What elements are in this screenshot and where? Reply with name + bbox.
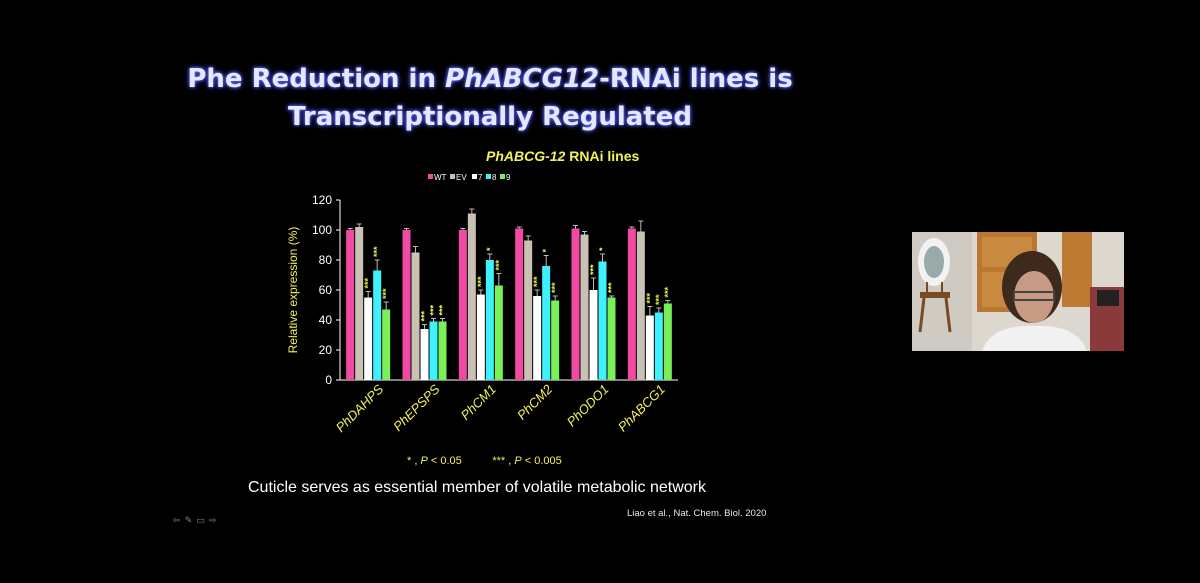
legend-swatch-8 xyxy=(486,174,491,179)
significance-label: *** xyxy=(532,276,542,287)
significance-label: *** xyxy=(429,304,439,315)
bar-PhABCG1-7 xyxy=(645,315,654,380)
bar-PhDAHPS-8 xyxy=(373,270,382,380)
significance-label: * xyxy=(598,247,608,251)
significance-label: * xyxy=(541,249,551,253)
bar-PhCM1-9 xyxy=(494,285,503,380)
bar-PhCM1-EV xyxy=(467,213,476,380)
bar-chart: 0 20 40 60 80 100 120 Relative expression (%) WT… xyxy=(286,173,678,435)
significance-footnote: * , P < 0.05 *** , P < 0.005 xyxy=(407,455,562,467)
legend-swatch-WT xyxy=(428,174,433,179)
bar-PhCM2-8 xyxy=(542,266,551,380)
legend-label-8: 8 xyxy=(492,173,497,182)
significance-label: *** xyxy=(645,292,655,303)
y-tick-label: 40 xyxy=(319,313,333,327)
x-tick-label-PhABCG1: PhABCG1 xyxy=(615,382,668,435)
significance-label: *** xyxy=(438,304,448,315)
significance-label: *** xyxy=(589,264,599,275)
significance-label: *** xyxy=(607,282,617,293)
significance-label: *** xyxy=(663,286,673,297)
bar-PhCM1-8 xyxy=(485,260,494,380)
legend-label-WT: WT xyxy=(434,173,447,182)
bar-PhEPSPS-7 xyxy=(420,329,429,380)
bar-PhABCG1-EV xyxy=(636,231,645,380)
presenter-video-icon xyxy=(912,232,1124,351)
menu-icon[interactable]: ▭ xyxy=(196,516,205,526)
x-tick-label-PhCM2: PhCM2 xyxy=(514,381,556,423)
slide-title-line-1: Phe Reduction in PhABCG12-RNAi lines is xyxy=(187,64,793,94)
slide-caption: Cuticle serves as essential member of vo… xyxy=(248,479,706,496)
bar-PhEPSPS-WT xyxy=(402,230,411,380)
y-tick-label: 120 xyxy=(312,193,332,207)
pen-icon[interactable]: ✎ xyxy=(184,516,193,526)
y-tick-label: 100 xyxy=(312,223,332,237)
bar-PhABCG1-8 xyxy=(654,312,663,380)
bar-PhCM2-7 xyxy=(533,296,542,380)
bar-PhODO1-9 xyxy=(607,297,616,380)
legend-label-7: 7 xyxy=(478,173,483,182)
x-tick-label-PhEPSPS: PhEPSPS xyxy=(390,381,443,434)
bar-PhCM1-7 xyxy=(476,294,485,380)
bar-PhODO1-EV xyxy=(580,234,589,380)
bar-PhDAHPS-WT xyxy=(346,230,355,380)
bar-PhCM2-EV xyxy=(524,240,533,380)
significance-label: *** xyxy=(494,259,504,270)
x-tick-label-PhDAHPS: PhDAHPS xyxy=(333,381,387,435)
significance-label: *** xyxy=(654,294,664,305)
citation: Liao et al., Nat. Chem. Biol. 2020 xyxy=(627,508,767,519)
significance-label: * xyxy=(485,247,495,251)
significance-label: *** xyxy=(550,282,560,293)
x-tick-label-PhCM1: PhCM1 xyxy=(458,382,499,423)
prev-arrow-icon[interactable]: ⇦ xyxy=(172,516,181,526)
legend-label-9: 9 xyxy=(506,173,511,182)
bar-PhEPSPS-8 xyxy=(429,321,438,380)
bar-PhABCG1-WT xyxy=(627,228,636,380)
bar-PhODO1-WT xyxy=(571,228,580,380)
bar-PhODO1-7 xyxy=(589,290,598,380)
slide-title-line-2: Transcriptionally Regulated xyxy=(288,102,692,132)
legend-swatch-EV xyxy=(450,174,455,179)
chart-title: PhABCG-12 RNAi lines xyxy=(486,148,640,164)
bar-PhCM1-WT xyxy=(458,230,467,380)
y-tick-label: 20 xyxy=(319,343,333,357)
bar-PhCM2-WT xyxy=(515,228,524,380)
y-axis-label: Relative expression (%) xyxy=(286,227,300,354)
bar-PhEPSPS-9 xyxy=(438,321,447,380)
significance-label: *** xyxy=(372,246,382,257)
legend-swatch-7 xyxy=(472,174,477,179)
bar-PhCM2-9 xyxy=(551,300,560,380)
legend-label-EV: EV xyxy=(456,173,467,182)
significance-label: *** xyxy=(476,276,486,287)
bar-PhEPSPS-EV xyxy=(411,252,420,380)
x-tick-label-PhODO1: PhODO1 xyxy=(564,382,612,430)
next-arrow-icon[interactable]: ⇨ xyxy=(208,516,217,526)
y-tick-label: 60 xyxy=(319,283,333,297)
bar-PhDAHPS-EV xyxy=(355,227,364,380)
bar-PhABCG1-9 xyxy=(663,303,672,380)
presenter-video[interactable] xyxy=(912,232,1124,351)
significance-label: *** xyxy=(420,310,430,321)
significance-label: *** xyxy=(381,288,391,299)
bar-PhDAHPS-7 xyxy=(364,297,373,380)
bar-PhODO1-8 xyxy=(598,261,607,380)
slide-navigation: ⇦ ✎ ▭ ⇨ xyxy=(172,517,217,526)
bar-PhDAHPS-9 xyxy=(382,309,391,380)
significance-label: *** xyxy=(363,277,373,288)
legend-swatch-9 xyxy=(500,174,505,179)
y-tick-label: 0 xyxy=(325,373,332,387)
y-tick-label: 80 xyxy=(319,253,333,267)
